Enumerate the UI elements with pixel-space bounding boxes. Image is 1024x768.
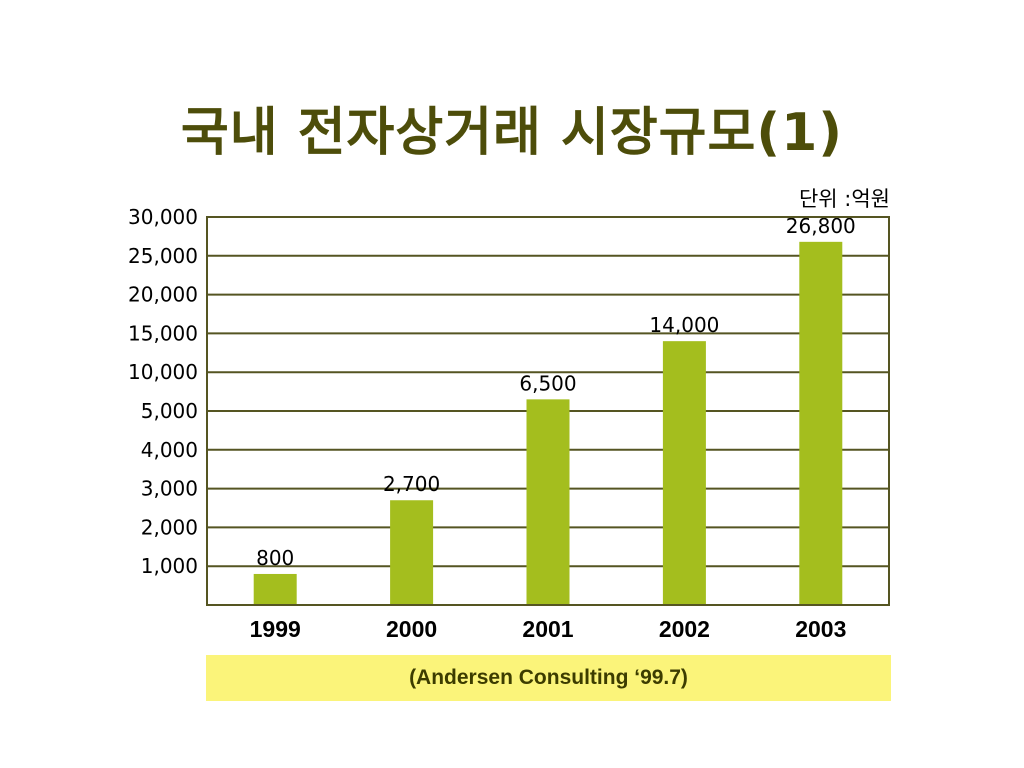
bar — [799, 241, 843, 605]
x-category-label: 2001 — [522, 616, 573, 642]
x-category-label: 1999 — [250, 616, 301, 642]
bar — [390, 500, 434, 605]
bars — [253, 241, 843, 605]
data-label: 2,700 — [383, 472, 440, 496]
y-axis-tick-labels: 1,000 2,000 3,000 4,000 5,000 10,000 15,000 20,… — [128, 205, 198, 578]
bar — [662, 341, 706, 605]
x-axis-category-labels: 1999 2000 2001 2002 2003 — [250, 616, 847, 642]
x-category-label: 2000 — [386, 616, 437, 642]
bar — [253, 573, 297, 605]
plot-area-frame — [206, 216, 890, 606]
slide-title: 국내 전자상거래 시장규모(1) — [180, 103, 844, 163]
y-tick-label: 15,000 — [128, 321, 198, 345]
y-tick-label: 30,000 — [128, 205, 198, 229]
y-tick-label: 2,000 — [141, 515, 198, 539]
data-label: 800 — [256, 546, 294, 570]
unit-label: 단위 :억원 — [798, 187, 890, 211]
y-tick-label: 25,000 — [128, 244, 198, 268]
data-label: 14,000 — [649, 313, 719, 337]
x-category-label: 2002 — [659, 616, 710, 642]
y-tick-label: 1,000 — [141, 554, 198, 578]
y-tick-label: 20,000 — [128, 283, 198, 307]
y-tick-label: 4,000 — [141, 438, 198, 462]
bar — [526, 399, 570, 605]
y-tick-label: 3,000 — [141, 477, 198, 501]
source-box: (Andersen Consulting ‘99.7) — [206, 655, 891, 701]
y-tick-label: 5,000 — [141, 399, 198, 423]
data-label: 6,500 — [519, 371, 576, 395]
y-tick-label: 10,000 — [128, 360, 198, 384]
x-category-label: 2003 — [795, 616, 846, 642]
source-text: (Andersen Consulting ‘99.7) — [409, 666, 688, 689]
